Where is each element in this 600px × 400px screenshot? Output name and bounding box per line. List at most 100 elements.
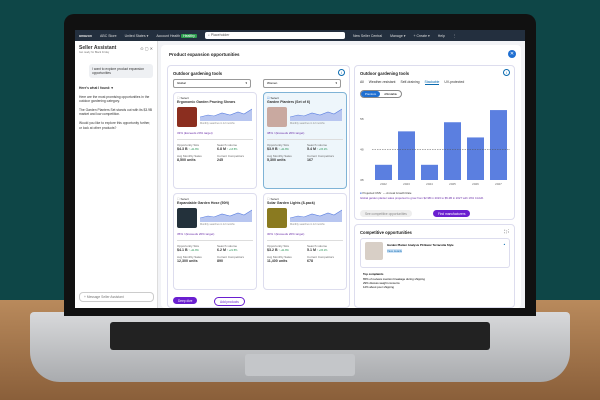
close-button[interactable]: ✕ bbox=[508, 50, 516, 58]
product-card[interactable]: ☐ Select Solar Garden Lights (8-pack) Mo… bbox=[263, 193, 347, 290]
product-image bbox=[177, 208, 197, 228]
seller-assistant-panel: Seller Assistant Get ready for Black Fri… bbox=[75, 41, 158, 308]
market-chart-card: Outdoor gardening tools i All Weather-res… bbox=[354, 65, 515, 220]
metric-comp: Current Competitors 890 bbox=[217, 255, 253, 263]
product-card[interactable]: ☑ Select Garden Planters (Set of 6) Mont… bbox=[263, 92, 347, 189]
complaints-list: 65% of reviews mention breakage during s… bbox=[363, 277, 425, 290]
checkbox-icon: ☑ bbox=[267, 96, 270, 100]
amazon-logo[interactable]: amazon bbox=[79, 33, 93, 38]
metric-comp: Current Competitors 245 bbox=[217, 154, 253, 162]
message-input[interactable]: + Message Seller Assistant bbox=[79, 292, 154, 302]
account-health[interactable]: Account Health Healthy bbox=[156, 33, 197, 38]
select-label: Select bbox=[270, 96, 279, 100]
product-card[interactable]: ☐ Select Ergonomic Garden Pruning Shears… bbox=[173, 92, 257, 189]
expand-icon[interactable]: ⛶ ⋮ bbox=[504, 229, 509, 234]
growth-badge: 35% / (Exceeds 20% target) bbox=[177, 232, 215, 236]
bar-2027 bbox=[490, 110, 507, 180]
price-toggle[interactable]: Premium Affordable bbox=[360, 90, 402, 98]
found-heading[interactable]: Here's what I found: ▾ bbox=[79, 86, 113, 90]
metric-value: 5.1 M bbox=[307, 248, 316, 252]
view-details-link[interactable]: View details bbox=[387, 249, 402, 253]
metric-search: Search volume 6.8 M ↑ +13.5% bbox=[217, 143, 253, 151]
metric-value: $3.9 B bbox=[267, 147, 278, 151]
metric-value: 6.2 M bbox=[217, 248, 226, 252]
tab-all[interactable]: All bbox=[360, 80, 364, 84]
metric-label: Opportunity Size bbox=[177, 143, 200, 147]
metric-sales: Avg Monthly Sales 11,400 units bbox=[267, 255, 303, 263]
metric-label: Opportunity Size bbox=[267, 244, 290, 248]
history-icon[interactable]: ⊙ bbox=[140, 46, 144, 51]
assistant-text: Here are the most promising opportunitie… bbox=[79, 94, 150, 104]
region-value: Global bbox=[177, 81, 186, 85]
search-placeholder: Placeholder bbox=[210, 33, 230, 37]
metric-value: 5,300 units bbox=[267, 158, 286, 162]
info-icon[interactable]: i bbox=[338, 69, 345, 76]
sparkline-caption: Monthly searches in 12 months bbox=[200, 223, 235, 226]
find-manufacturers-button[interactable]: Find manufacturers bbox=[433, 210, 471, 217]
select-checkbox[interactable]: ☑ Select bbox=[267, 96, 343, 100]
metric-label: Search volume bbox=[307, 244, 328, 248]
region-select[interactable]: Global ▾ bbox=[173, 79, 251, 88]
metric-label: Current Competitors bbox=[217, 255, 245, 259]
bar-2026 bbox=[467, 137, 484, 180]
tab-weather-resistant[interactable]: Weather-resistant bbox=[368, 80, 396, 84]
see-competitive-button[interactable]: See competitive opportunities bbox=[360, 210, 412, 217]
bar-2024 bbox=[421, 164, 438, 180]
product-name: Garden Planters (Set of 6) bbox=[267, 100, 310, 104]
growth-badge: 38% / (Exceeds 20% target) bbox=[267, 131, 305, 135]
close-icon[interactable]: ✕ bbox=[149, 46, 153, 51]
tab-uv-protected[interactable]: UV-protected bbox=[444, 80, 465, 84]
metric-opp: Opportunity Size $3.2 B ↑ +11.8% bbox=[267, 244, 303, 252]
more-icon[interactable]: ⋮ bbox=[452, 33, 457, 38]
screen: amazon ABC Store United States ▾ Account… bbox=[75, 30, 525, 308]
legend-bar-label: Projected CMV bbox=[362, 191, 382, 195]
store-name[interactable]: ABC Store bbox=[100, 33, 117, 38]
product-name: Garden Planter Analysis Pit Basic Terrac… bbox=[387, 243, 454, 247]
search-input[interactable]: ⌕ Placeholder bbox=[204, 32, 345, 39]
select-checkbox[interactable]: ☐ Select bbox=[177, 96, 253, 100]
help-button[interactable]: Help bbox=[437, 33, 445, 38]
select-checkbox[interactable]: ☐ Select bbox=[177, 197, 253, 201]
chevron-up-icon[interactable]: ▴ bbox=[503, 242, 505, 246]
complaints-title: Top complaints bbox=[363, 272, 384, 276]
metric-value: 11,400 units bbox=[267, 259, 288, 263]
toggle-affordable[interactable]: Affordable bbox=[384, 92, 397, 96]
y-tick-label: 4B bbox=[360, 148, 364, 152]
chat-icon[interactable]: ▢ bbox=[144, 46, 149, 51]
metric-change: ↑ +15.1% bbox=[316, 148, 328, 151]
product-image bbox=[267, 107, 287, 127]
metric-label: Search volume bbox=[307, 143, 328, 147]
manage-menu[interactable]: Manage ▾ bbox=[390, 33, 406, 38]
toggle-premium[interactable]: Premium bbox=[361, 91, 381, 97]
bar-2022 bbox=[375, 164, 392, 180]
deep-dive-button[interactable]: Deep dive bbox=[173, 297, 198, 304]
buyer-segment-select[interactable]: Women ▾ bbox=[263, 79, 341, 88]
checkbox-icon: ☐ bbox=[177, 96, 180, 100]
metric-value: 5.4 M bbox=[307, 147, 316, 151]
info-icon[interactable]: i bbox=[503, 69, 510, 76]
tab-stackable[interactable]: Stackable bbox=[424, 80, 440, 85]
metric-value: 245 bbox=[217, 158, 223, 162]
products-card: Outdoor gardening tools i Global ▾ Women ▾… bbox=[167, 65, 350, 308]
select-checkbox[interactable]: ☐ Select bbox=[267, 197, 343, 201]
filter-tabs: All Weather-resistant Self-draining Stackab… bbox=[360, 80, 464, 85]
tab-self-draining[interactable]: Self-draining bbox=[400, 80, 420, 84]
product-item[interactable]: Garden Planter Analysis Pit Basic Terrac… bbox=[360, 238, 510, 268]
product-card[interactable]: ☐ Select Expandable Garden Hose (50ft) M… bbox=[173, 193, 257, 290]
complaint-item: 29% discuss weight concerns bbox=[363, 281, 400, 286]
create-menu[interactable]: + Create ▾ bbox=[413, 33, 430, 38]
country-select[interactable]: United States ▾ bbox=[124, 33, 149, 38]
metric-change: ↑ +11.8% bbox=[278, 249, 289, 252]
metric-opp: Opportunity Size $4.1 B ↑ +11.8% bbox=[177, 244, 213, 252]
growth-badge: 33% (Exceeds 20% target) bbox=[177, 131, 213, 135]
product-image bbox=[177, 107, 197, 127]
metric-label: Current Competitors bbox=[217, 154, 245, 158]
new-seller-central-toggle[interactable]: New Seller Central bbox=[352, 33, 383, 38]
metric-value: 8,500 units bbox=[177, 158, 196, 162]
legend-bar-swatch: ■ bbox=[360, 191, 362, 195]
message-placeholder: Message Seller Assistant bbox=[86, 295, 124, 299]
add-products-button[interactable]: Add products bbox=[214, 297, 245, 306]
metric-opp: Opportunity Size $3.9 B ↑ +11.8% bbox=[267, 143, 303, 151]
metric-value: 678 bbox=[307, 259, 313, 263]
metric-value: 890 bbox=[217, 259, 223, 263]
